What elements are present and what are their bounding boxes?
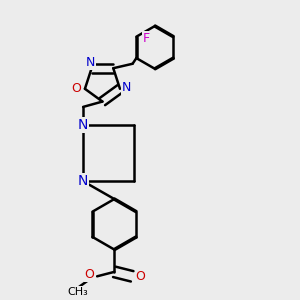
Text: N: N [78, 118, 88, 132]
Text: O: O [136, 270, 146, 283]
Text: N: N [122, 81, 131, 94]
Text: N: N [78, 174, 88, 188]
Text: O: O [85, 268, 94, 281]
Text: O: O [72, 82, 82, 95]
Text: CH₃: CH₃ [68, 287, 88, 297]
Text: N: N [85, 56, 95, 69]
Text: F: F [143, 32, 150, 45]
